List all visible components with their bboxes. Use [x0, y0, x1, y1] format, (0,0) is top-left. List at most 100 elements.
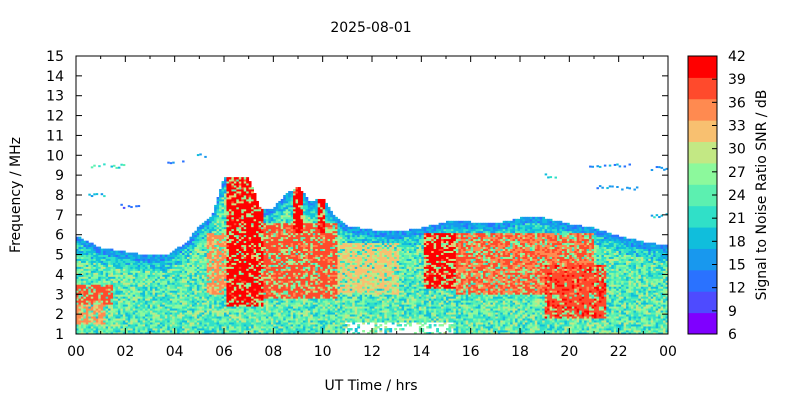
heatmap-cell: [204, 268, 208, 271]
heatmap-cell: [189, 314, 193, 317]
heatmap-cell: [184, 268, 188, 271]
heatmap-cell: [172, 318, 176, 321]
heatmap-cell: [162, 330, 166, 333]
heatmap-cell: [209, 254, 213, 257]
heatmap-cell: [265, 208, 269, 212]
heatmap-cell: [283, 272, 287, 275]
heatmap-cell: [191, 244, 195, 248]
heatmap-cell: [127, 262, 131, 265]
heatmap-cell: [253, 250, 257, 253]
heatmap-cell: [236, 300, 240, 303]
heatmap-cell: [105, 284, 109, 287]
heatmap-cell: [221, 246, 225, 250]
heatmap-cell: [100, 296, 104, 299]
heatmap-cell: [167, 270, 171, 273]
heatmap-cell: [137, 312, 141, 315]
heatmap-cell: [83, 280, 87, 283]
heatmap-cell: [117, 324, 121, 327]
heatmap-cell: [219, 258, 222, 261]
heatmap-cell: [285, 230, 289, 234]
heatmap-cell: [256, 300, 259, 303]
heatmap-cell: [290, 324, 294, 327]
heatmap-cell: [246, 280, 250, 283]
heatmap-cell: [216, 310, 220, 313]
heatmap-cell: [273, 216, 277, 220]
heatmap-cell: [88, 326, 92, 329]
heatmap-cell: [251, 200, 254, 204]
heatmap-cell: [248, 296, 252, 299]
heatmap-cell: [154, 316, 158, 319]
heatmap-cell: [98, 272, 102, 275]
heatmap-cell: [251, 228, 254, 232]
heatmap-cell: [241, 240, 245, 244]
heatmap-cell: [130, 312, 134, 315]
heatmap-cell: [90, 310, 94, 313]
heatmap-cell: [233, 314, 237, 317]
heatmap-cell: [85, 256, 89, 259]
heatmap-cell: [263, 304, 267, 307]
heatmap-cell: [83, 282, 87, 285]
heatmap-cell: [298, 308, 301, 311]
heatmap-cell: [243, 177, 247, 180]
heatmap-cell: [182, 284, 185, 287]
heatmap-cell: [172, 320, 176, 323]
heatmap-cell: [226, 298, 230, 301]
heatmap-cell: [231, 179, 235, 182]
heatmap-cell: [288, 330, 291, 333]
heatmap-cell: [256, 322, 259, 325]
heatmap-cell: [179, 260, 183, 263]
heatmap-cell: [76, 322, 79, 325]
heatmap-cell: [231, 306, 235, 309]
heatmap-cell: [127, 284, 131, 287]
heatmap-cell: [194, 324, 198, 327]
heatmap-cell: [113, 258, 116, 261]
heatmap-cell: [157, 258, 161, 261]
heatmap-cell: [256, 204, 259, 208]
heatmap-cell: [275, 212, 279, 216]
heatmap-cell: [80, 266, 84, 269]
heatmap-cell: [268, 324, 272, 327]
heatmap-cell: [80, 278, 84, 281]
heatmap-cell: [280, 256, 284, 259]
heatmap-cell: [115, 254, 119, 257]
heatmap-cell: [159, 298, 163, 301]
heatmap-cell: [189, 312, 193, 315]
heatmap-cell: [196, 260, 200, 263]
heatmap-cell: [80, 268, 84, 271]
heatmap-cell: [93, 290, 97, 293]
heatmap-cell: [219, 250, 222, 253]
heatmap-cell: [135, 296, 139, 299]
heatmap-cell: [278, 270, 282, 273]
heatmap-cell: [283, 296, 287, 299]
heatmap-cell: [191, 292, 195, 295]
heatmap-cell: [216, 304, 220, 307]
heatmap-cell: [298, 288, 301, 291]
heatmap-cell: [98, 284, 102, 287]
heatmap-cell: [199, 270, 203, 273]
heatmap-cell: [154, 288, 158, 291]
heatmap-cell: [256, 258, 259, 261]
heatmap-cell: [98, 256, 102, 259]
heatmap-cell: [110, 306, 114, 309]
heatmap-cell: [169, 316, 173, 319]
heatmap-cell: [238, 308, 242, 311]
heatmap-cell: [273, 328, 277, 331]
heatmap-cell: [256, 278, 259, 281]
heatmap-cell: [241, 324, 245, 327]
heatmap-cell: [145, 262, 148, 265]
heatmap-cell: [293, 282, 296, 285]
heatmap-cell: [189, 332, 193, 335]
heatmap-cell: [191, 258, 195, 261]
heatmap-cell: [83, 260, 87, 263]
heatmap-cell: [275, 316, 279, 319]
heatmap-cell: [157, 302, 161, 305]
heatmap-cell: [98, 312, 102, 315]
heatmap-cell: [241, 226, 245, 230]
heatmap-cell: [199, 224, 203, 228]
heatmap-cell: [117, 280, 121, 283]
heatmap-cell: [233, 214, 237, 218]
heatmap-cell: [246, 270, 250, 273]
heatmap-cell: [174, 314, 178, 317]
heatmap-cell: [258, 324, 262, 327]
heatmap-cell: [95, 258, 99, 261]
